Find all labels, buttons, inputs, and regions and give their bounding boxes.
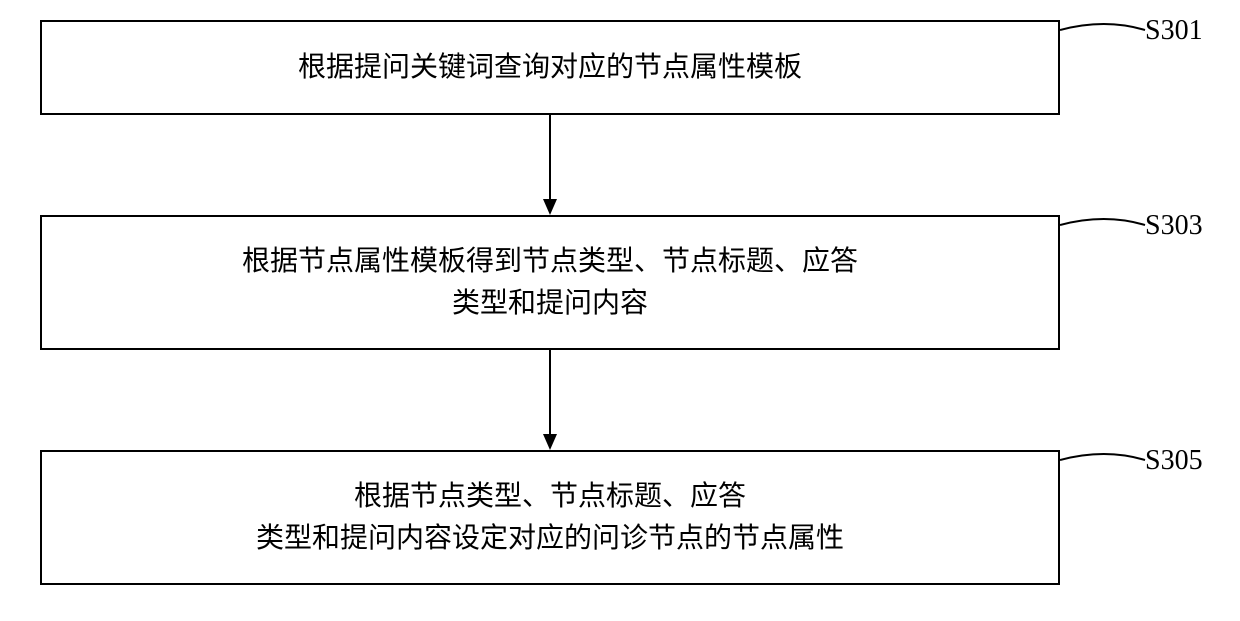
node-text: 根据提问关键词查询对应的节点属性模板	[298, 47, 802, 89]
flow-node-s305: 根据节点类型、节点标题、应答类型和提问内容设定对应的问诊节点的节点属性	[40, 450, 1060, 585]
flow-node-s301: 根据提问关键词查询对应的节点属性模板	[40, 20, 1060, 115]
step-label-s303: S303	[1145, 210, 1203, 242]
step-label-s301: S301	[1145, 15, 1203, 47]
flow-node-s303: 根据节点属性模板得到节点类型、节点标题、应答类型和提问内容	[40, 215, 1060, 350]
leader-line	[1060, 18, 1150, 42]
node-text: 根据节点类型、节点标题、应答类型和提问内容设定对应的问诊节点的节点属性	[256, 476, 844, 560]
arrow-s303-to-s305	[540, 350, 560, 450]
node-text: 根据节点属性模板得到节点类型、节点标题、应答类型和提问内容	[242, 241, 858, 325]
leader-line	[1060, 213, 1150, 237]
flowchart-canvas: 根据提问关键词查询对应的节点属性模板 S301 根据节点属性模板得到节点类型、节…	[0, 0, 1240, 621]
arrow-s301-to-s303	[540, 115, 560, 215]
step-label-s305: S305	[1145, 445, 1203, 477]
leader-line	[1060, 448, 1150, 472]
